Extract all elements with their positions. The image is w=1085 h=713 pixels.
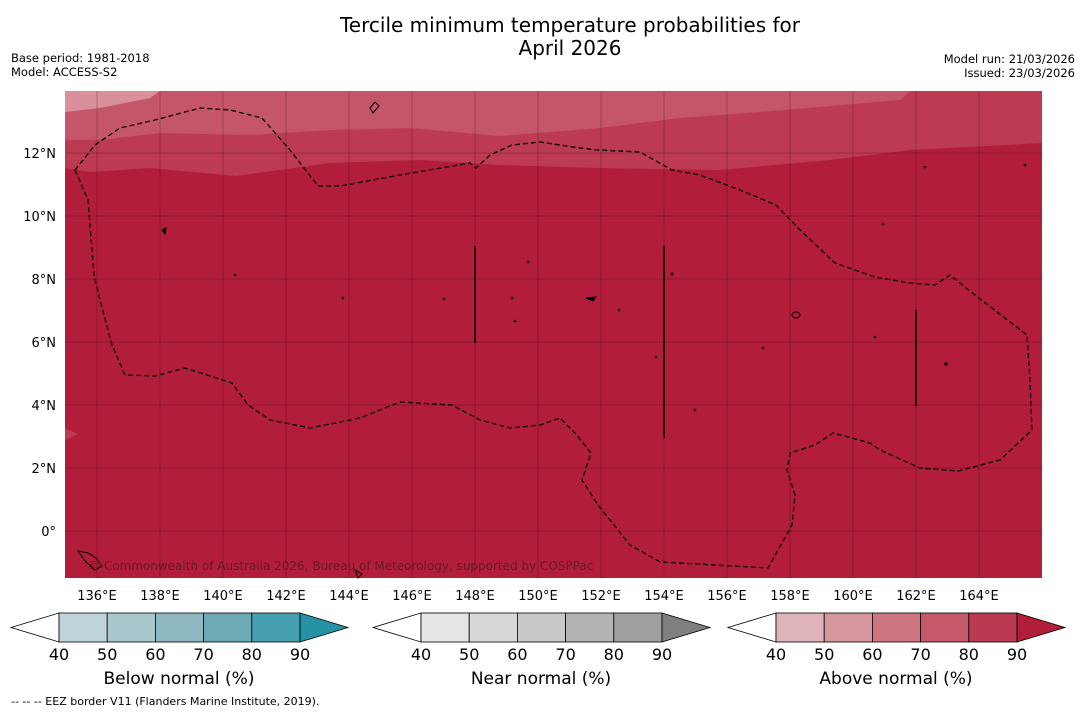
lat-label: 6°N: [32, 336, 57, 351]
eez-border: [74, 107, 1033, 569]
colorbar-segment: [823, 612, 873, 643]
map-area: © Commonwealth of Australia 2026, Bureau…: [65, 91, 1042, 579]
lon-label: 156°E: [707, 589, 747, 604]
colorbar-tick-label: 70: [193, 645, 213, 664]
lat-label: 4°N: [32, 399, 57, 414]
colorbar-left-extension: [726, 612, 777, 643]
colorbar-0: 40 50 60 70 80 90: [9, 612, 350, 664]
lat-label: 10°N: [23, 210, 56, 225]
colorbar-right-extension: [661, 612, 712, 643]
colorbar-tick-label: 40: [49, 645, 69, 664]
colorbar-1: 40 50 60 70 80 90: [371, 612, 712, 664]
colorbar-segment: [468, 612, 518, 643]
near-normal-label: Near normal (%): [470, 669, 612, 689]
chart-title: Tercile minimum temperature probabilitie…: [0, 14, 1085, 60]
base-period: Base period: 1981-2018: [11, 51, 150, 65]
colorbar-tick-label: 90: [652, 645, 672, 664]
eez-footnote: -- -- -- EEZ border V11 (Flanders Marine…: [11, 695, 320, 708]
colorbar-tick-label: 50: [459, 645, 479, 664]
lon-label: 152°E: [581, 589, 621, 604]
above-normal-label: Above normal (%): [819, 669, 973, 689]
colorbar-segment: [420, 612, 470, 643]
below-normal-label: Below normal (%): [103, 669, 255, 689]
probability-band-2: [65, 91, 910, 140]
title-line-1: Tercile minimum temperature probabilitie…: [339, 13, 801, 37]
colorbar-left-extension: [371, 612, 422, 643]
colorbar-segment: [872, 612, 922, 643]
colorbar-tick-label: 60: [507, 645, 527, 664]
lon-label: 158°E: [770, 589, 810, 604]
colorbars: 40 50 60 70 80 90 40 50 60 70 80 90 40 50 60 70 80 90: [9, 612, 1067, 664]
meta-left: Base period: 1981-2018 Model: ACCESS-S2: [11, 51, 150, 79]
colorbar-tick-label: 80: [604, 645, 624, 664]
colorbar-segment: [154, 612, 204, 643]
colorbar-left-extension: [9, 612, 60, 643]
colorbar-tick-label: 70: [555, 645, 575, 664]
colorbar-segment: [203, 612, 253, 643]
colorbar-tick-label: 80: [242, 645, 262, 664]
colorbar-right-extension: [1016, 612, 1067, 643]
model-name: Model: ACCESS-S2: [11, 65, 118, 79]
colorbar-segment: [775, 612, 825, 643]
colorbar-segment: [106, 612, 156, 643]
colorbar-tick-label: 60: [145, 645, 165, 664]
latitude-labels: 12°N 10°N 8°N 6°N 4°N 2°N 0°: [23, 147, 56, 540]
lon-label: 154°E: [644, 589, 684, 604]
colorbar-segment: [517, 612, 567, 643]
lat-label: 12°N: [23, 147, 56, 162]
probability-band-3: [65, 91, 160, 112]
copyright-text: © Commonwealth of Australia 2026, Bureau…: [88, 559, 593, 573]
colorbar-right-extension: [299, 612, 350, 643]
colorbar-tick-label: 40: [766, 645, 786, 664]
colorbar-tick-label: 50: [814, 645, 834, 664]
lon-label: 136°E: [77, 589, 117, 604]
lat-label: 8°N: [32, 273, 57, 288]
longitude-labels: 136°E 138°E 140°E 142°E 144°E 146°E 148°E 150°E…: [77, 589, 999, 604]
islands: [76, 101, 1027, 579]
colorbar-segment: [565, 612, 615, 643]
colorbar-tick-label: 80: [959, 645, 979, 664]
colorbar-tick-label: 90: [290, 645, 310, 664]
colorbar-segment: [920, 612, 970, 643]
colorbar-2: 40 50 60 70 80 90: [726, 612, 1067, 664]
lon-label: 160°E: [833, 589, 873, 604]
title-line-2: April 2026: [518, 36, 622, 60]
colorbar-tick-label: 50: [97, 645, 117, 664]
colorbar-segment: [613, 612, 663, 643]
lon-label: 162°E: [896, 589, 936, 604]
colorbar-tick-label: 60: [862, 645, 882, 664]
issued-date: Issued: 23/03/2026: [964, 66, 1075, 80]
lon-label: 164°E: [959, 589, 999, 604]
lon-label: 146°E: [392, 589, 432, 604]
lon-label: 150°E: [518, 589, 558, 604]
lon-label: 140°E: [203, 589, 243, 604]
colorbar-segment: [58, 612, 108, 643]
lon-label: 148°E: [455, 589, 495, 604]
lat-label: 0°: [41, 525, 56, 540]
lon-label: 144°E: [329, 589, 369, 604]
lon-label: 142°E: [266, 589, 306, 604]
colorbar-tick-label: 90: [1007, 645, 1027, 664]
probability-band-notch: [65, 428, 78, 440]
lat-label: 2°N: [32, 462, 57, 477]
lon-label: 138°E: [140, 589, 180, 604]
colorbar-tick-label: 40: [411, 645, 431, 664]
colorbar-segment: [251, 612, 301, 643]
colorbar-segment: [968, 612, 1018, 643]
colorbar-tick-label: 70: [910, 645, 930, 664]
model-run: Model run: 21/03/2026: [943, 52, 1075, 66]
meta-right: Model run: 21/03/2026 Issued: 23/03/2026: [944, 52, 1075, 80]
